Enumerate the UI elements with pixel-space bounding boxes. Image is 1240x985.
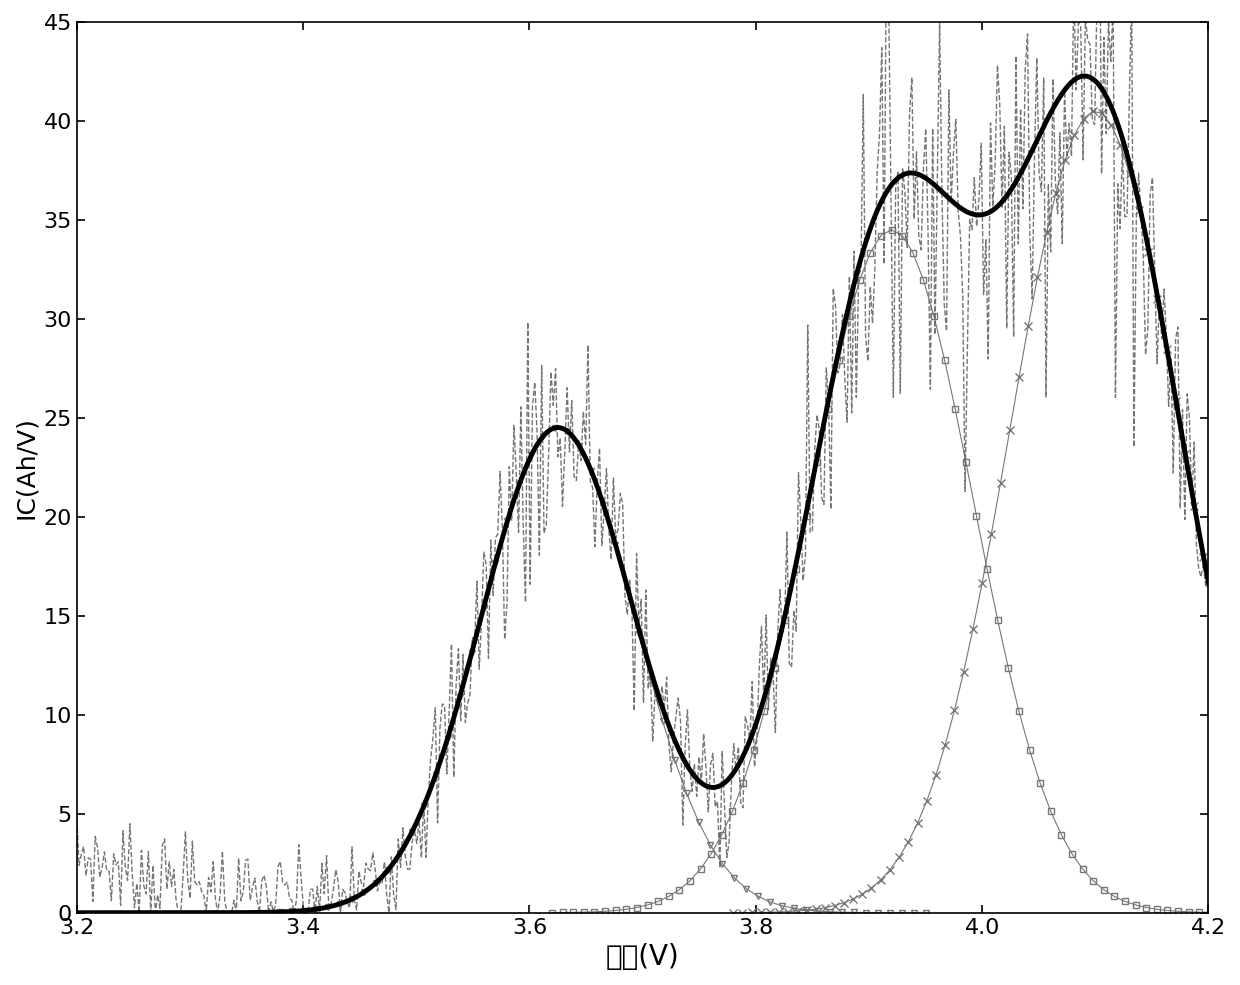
X-axis label: 电压(V): 电压(V)	[605, 943, 680, 971]
Y-axis label: IC(Ah/V): IC(Ah/V)	[14, 416, 38, 519]
